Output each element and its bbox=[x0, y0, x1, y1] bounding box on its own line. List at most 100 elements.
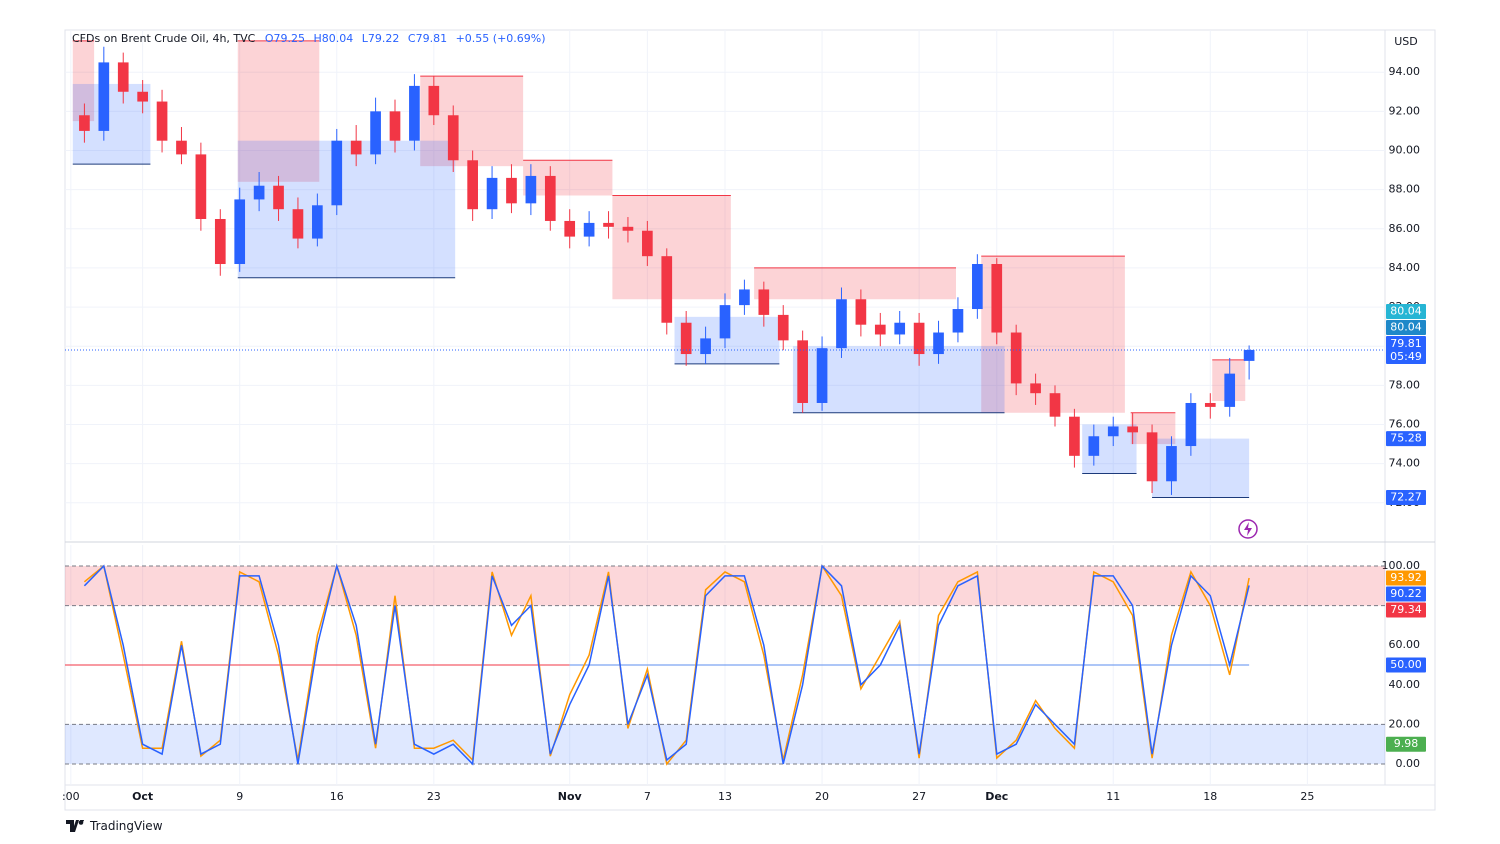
y-tick-label: 84.00 bbox=[1389, 261, 1421, 274]
x-tick-label: 7 bbox=[644, 790, 651, 803]
candle-body bbox=[661, 256, 673, 323]
candle-body bbox=[1146, 432, 1158, 482]
candle-body bbox=[350, 140, 362, 155]
candle-body bbox=[1204, 402, 1216, 407]
price-badge-label: 75.28 bbox=[1390, 432, 1422, 445]
candle-body bbox=[777, 314, 789, 341]
candle-body bbox=[486, 177, 498, 210]
candle-body bbox=[117, 62, 129, 92]
brand-logo bbox=[66, 820, 84, 832]
candle-body bbox=[680, 322, 692, 355]
candle-body bbox=[564, 220, 576, 237]
x-tick-label: 16 bbox=[330, 790, 344, 803]
x-tick-label: Oct bbox=[132, 790, 153, 803]
candle-body bbox=[1185, 402, 1197, 447]
price-badge-label: 80.04 bbox=[1390, 320, 1422, 333]
price-badge-label: 79.34 bbox=[1390, 603, 1422, 616]
candle-body bbox=[1088, 436, 1100, 456]
supply-zone bbox=[72, 40, 95, 122]
candle-body bbox=[409, 85, 420, 141]
y-tick-label: 78.00 bbox=[1389, 378, 1421, 391]
price-badge bbox=[1386, 431, 1426, 447]
candle-body bbox=[370, 111, 381, 155]
ohlc-close: C79.81 bbox=[407, 32, 448, 45]
price-badge bbox=[1386, 303, 1426, 319]
legend-header: CFDs on Brent Crude Oil, 4h, TVC O79.25 … bbox=[72, 32, 551, 45]
candle-body bbox=[1243, 349, 1255, 361]
candle-body bbox=[700, 338, 711, 355]
candle-body bbox=[506, 177, 517, 204]
price-badge bbox=[1386, 736, 1426, 752]
candle-body bbox=[719, 305, 731, 339]
candle-body bbox=[1166, 446, 1177, 482]
candle-body bbox=[991, 264, 1003, 333]
candle-body bbox=[855, 299, 867, 325]
candle-body bbox=[622, 226, 634, 231]
y-tick-label: 92.00 bbox=[1389, 104, 1421, 117]
supply-zone bbox=[237, 40, 320, 182]
candle-body bbox=[176, 140, 187, 155]
candle-body bbox=[874, 324, 886, 335]
y-tick-label: 76.00 bbox=[1389, 418, 1421, 431]
candle-body bbox=[467, 160, 478, 210]
x-tick-label: 23 bbox=[427, 790, 441, 803]
candle-body bbox=[739, 289, 750, 306]
price-badge-countdown: 05:49 bbox=[1390, 350, 1422, 363]
x-tick-label: Dec bbox=[985, 790, 1008, 803]
candle-body bbox=[544, 175, 556, 221]
y-tick-label: 86.00 bbox=[1389, 222, 1421, 235]
candle-body bbox=[389, 111, 401, 141]
price-badge bbox=[1386, 490, 1426, 506]
candle-body bbox=[79, 115, 90, 131]
x-tick-label: Nov bbox=[558, 790, 583, 803]
y-tick-label: 20.00 bbox=[1389, 717, 1421, 730]
symbol-title: CFDs on Brent Crude Oil, 4h, TVC bbox=[72, 32, 256, 45]
candle-body bbox=[583, 222, 595, 237]
brand[interactable]: TradingView bbox=[66, 819, 163, 833]
candle-body bbox=[428, 85, 440, 116]
price-badge bbox=[1386, 335, 1426, 364]
candle-body bbox=[214, 218, 226, 265]
lower-band bbox=[65, 724, 1385, 765]
candle-body bbox=[253, 185, 265, 200]
candle-body bbox=[234, 199, 246, 265]
y-tick-label: 94.00 bbox=[1389, 65, 1421, 78]
candle-body bbox=[1224, 373, 1236, 407]
candle-body bbox=[137, 91, 148, 102]
candle-body bbox=[816, 348, 828, 403]
price-badge bbox=[1386, 319, 1426, 335]
frame bbox=[64, 29, 1436, 811]
candle-body bbox=[98, 62, 110, 131]
supply-zone bbox=[754, 267, 956, 300]
candle-body bbox=[292, 209, 304, 239]
candle-body bbox=[1127, 426, 1138, 433]
ohlc-open: O79.25 bbox=[264, 32, 306, 45]
candle-body bbox=[972, 264, 983, 310]
y-tick-label: 0.00 bbox=[1396, 757, 1421, 770]
candle-body bbox=[273, 185, 284, 210]
candle-body bbox=[913, 322, 925, 355]
candle-body bbox=[156, 101, 168, 141]
candle-body bbox=[894, 322, 906, 335]
price-badge-label: 72.27 bbox=[1390, 491, 1422, 504]
price-badge bbox=[1386, 570, 1426, 586]
candle-body bbox=[1030, 383, 1041, 394]
y-tick-label: 74.00 bbox=[1389, 457, 1421, 470]
price-badge-label: 50.00 bbox=[1390, 658, 1422, 671]
price-badge bbox=[1386, 657, 1426, 673]
candle-body bbox=[1069, 416, 1080, 456]
price-badge-label: 79.81 bbox=[1390, 337, 1422, 350]
price-badge-label: 80.04 bbox=[1390, 304, 1422, 317]
x-tick-label: 18 bbox=[1203, 790, 1217, 803]
price-badge-label: 90.22 bbox=[1390, 587, 1422, 600]
candle-body bbox=[312, 205, 323, 239]
ohlc-low: L79.22 bbox=[361, 32, 400, 45]
candle-body bbox=[331, 140, 343, 206]
x-tick-label: 11 bbox=[1106, 790, 1120, 803]
oscillator-line bbox=[83, 563, 1250, 766]
candle-body bbox=[797, 340, 808, 403]
candle-body bbox=[195, 154, 207, 219]
candle-body bbox=[1107, 426, 1119, 437]
price-badge bbox=[1386, 602, 1426, 618]
x-tick-label: 13 bbox=[718, 790, 732, 803]
